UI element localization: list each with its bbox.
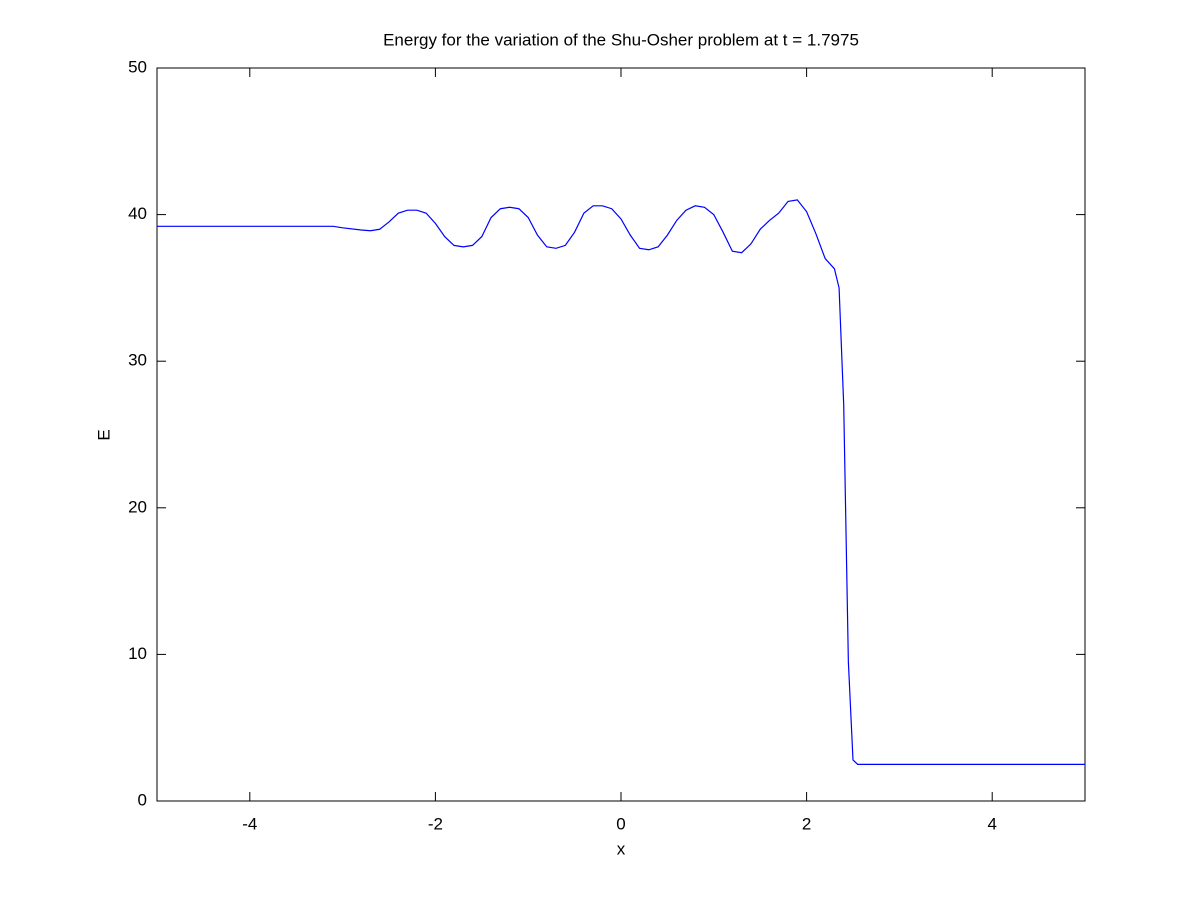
plot-frame bbox=[156, 67, 1086, 802]
x-tick-label: -4 bbox=[242, 814, 257, 833]
x-tick-label: 4 bbox=[987, 814, 996, 833]
x-tick-label: 0 bbox=[616, 814, 625, 833]
y-tick-label: 10 bbox=[128, 644, 147, 663]
y-tick-label: 40 bbox=[128, 204, 147, 223]
y-tick-label: 0 bbox=[138, 790, 147, 809]
chart-title: Energy for the variation of the Shu-Oshe… bbox=[383, 30, 859, 49]
y-tick-label: 50 bbox=[128, 57, 147, 76]
y-tick-label: 20 bbox=[128, 497, 147, 516]
data-line bbox=[157, 199, 1085, 765]
y-axis-label: E bbox=[94, 429, 113, 440]
x-axis-label: x bbox=[617, 839, 626, 858]
x-tick-label: -2 bbox=[428, 814, 443, 833]
y-tick-label: 30 bbox=[128, 351, 147, 370]
x-tick-label: 2 bbox=[802, 814, 811, 833]
